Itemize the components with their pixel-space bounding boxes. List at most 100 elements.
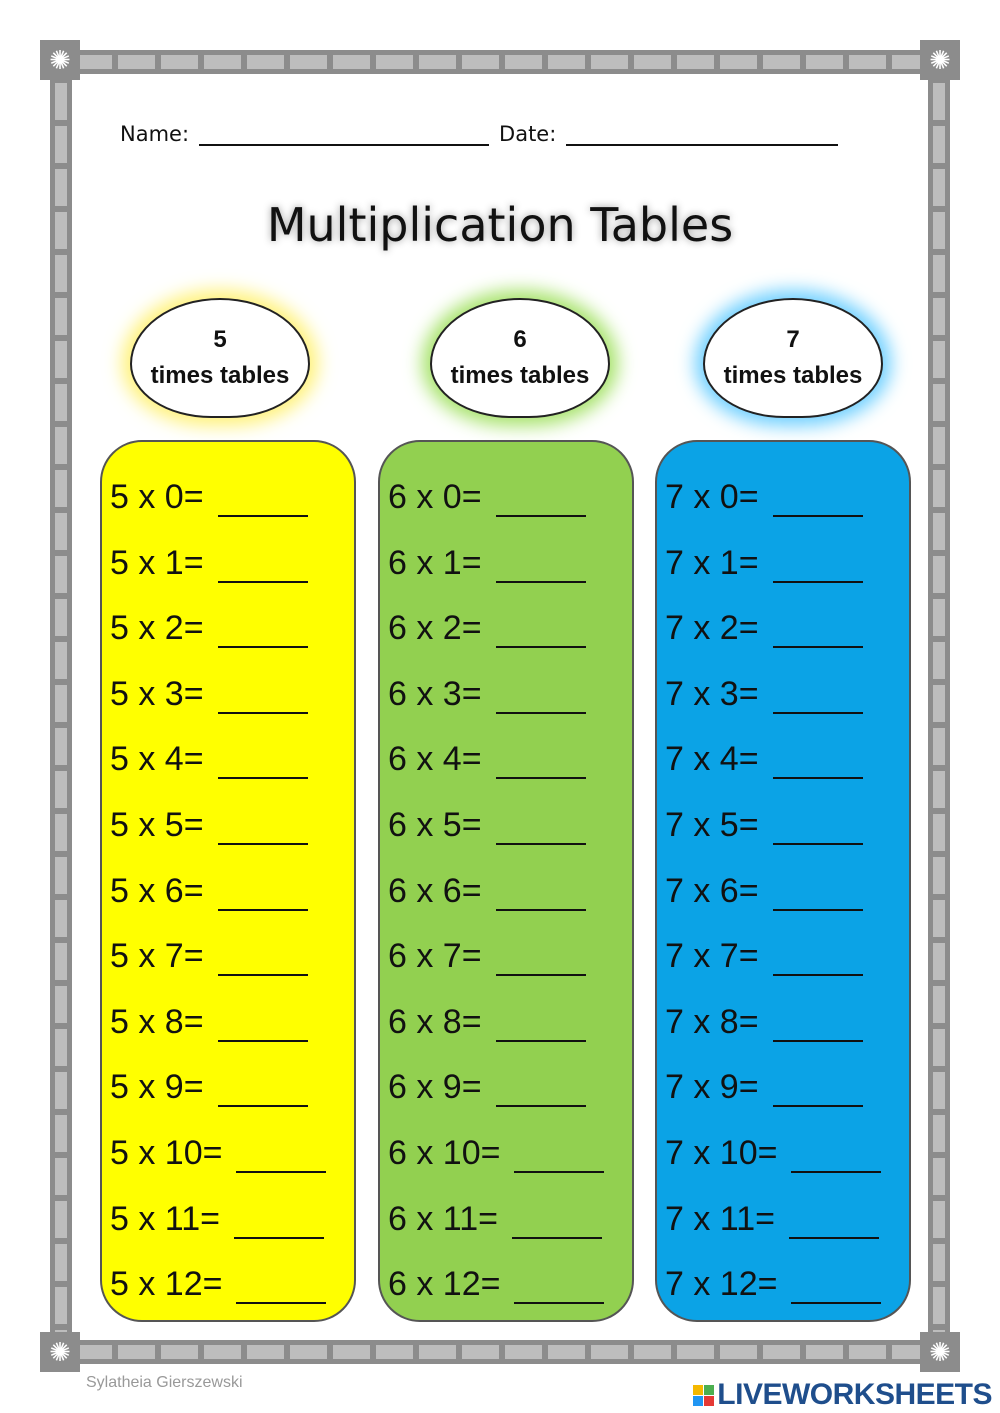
equation-row: 5 x 10= bbox=[110, 1134, 327, 1173]
answer-input[interactable] bbox=[217, 876, 308, 911]
equation-text: 6 x 4= bbox=[388, 740, 482, 779]
equation-text: 7 x 0= bbox=[665, 478, 759, 516]
equation-row: 5 x 9= bbox=[110, 1068, 308, 1108]
answer-input[interactable] bbox=[217, 1007, 308, 1042]
times-table-column-6: 6 x 0= 6 x 1= 6 x 2= 6 x 3= 6 x 4= 6 x 5= 6 x … bbox=[378, 440, 634, 1322]
equation-text: 5 x 9= bbox=[110, 1068, 204, 1107]
answer-input[interactable] bbox=[217, 483, 308, 517]
answer-input[interactable] bbox=[772, 1007, 863, 1042]
equation-row: 6 x 6= bbox=[388, 872, 586, 911]
equation-text: 7 x 5= bbox=[665, 806, 759, 844]
equation-row: 6 x 0= bbox=[388, 478, 586, 517]
table-subtitle: times tables bbox=[450, 362, 590, 389]
equation-row: 6 x 9= bbox=[388, 1068, 586, 1108]
frame-left bbox=[50, 80, 72, 1333]
equation-text: 7 x 8= bbox=[665, 1002, 759, 1041]
answer-input[interactable] bbox=[772, 811, 863, 845]
answer-input[interactable] bbox=[511, 1204, 602, 1239]
table-number: 5 bbox=[213, 326, 227, 353]
answer-input[interactable] bbox=[495, 811, 586, 845]
answer-input[interactable] bbox=[236, 1139, 327, 1173]
equation-text: 7 x 12= bbox=[665, 1265, 778, 1304]
equation-text: 6 x 1= bbox=[388, 543, 482, 582]
equation-row: 6 x 7= bbox=[388, 937, 586, 977]
answer-input[interactable] bbox=[772, 614, 863, 649]
answer-input[interactable] bbox=[217, 1073, 308, 1108]
equation-text: 5 x 4= bbox=[110, 740, 204, 779]
equation-row: 6 x 8= bbox=[388, 1003, 586, 1042]
answer-input[interactable] bbox=[495, 942, 586, 977]
answer-input[interactable] bbox=[495, 1007, 586, 1042]
answer-input[interactable] bbox=[772, 1073, 863, 1108]
equation-row: 7 x 12= bbox=[665, 1265, 882, 1305]
cloud-label-6: 6 times tables bbox=[430, 298, 610, 418]
answer-input[interactable] bbox=[495, 876, 586, 911]
answer-input[interactable] bbox=[772, 745, 863, 780]
equation-row: 5 x 8= bbox=[110, 1003, 308, 1042]
author-credit: Sylatheia Gierszewski bbox=[86, 1374, 243, 1391]
equation-row: 7 x 3= bbox=[665, 675, 863, 714]
equation-text: 5 x 2= bbox=[110, 609, 204, 648]
equation-row: 6 x 5= bbox=[388, 806, 586, 845]
answer-input[interactable] bbox=[495, 679, 586, 714]
equation-text: 6 x 12= bbox=[388, 1265, 501, 1304]
answer-input[interactable] bbox=[495, 548, 586, 583]
answer-input[interactable] bbox=[791, 1139, 882, 1173]
cloud-label-5: 5 times tables bbox=[130, 298, 310, 418]
answer-input[interactable] bbox=[772, 679, 863, 714]
logo-icon bbox=[693, 1384, 715, 1406]
answer-input[interactable] bbox=[514, 1270, 605, 1305]
equation-row: 7 x 1= bbox=[665, 544, 863, 583]
equation-row: 7 x 5= bbox=[665, 806, 863, 845]
liveworksheets-logo: LIVEWORKSHEETS bbox=[693, 1378, 992, 1412]
equation-text: 7 x 1= bbox=[665, 543, 759, 582]
equation-text: 6 x 10= bbox=[388, 1134, 501, 1172]
table-subtitle: times tables bbox=[723, 362, 863, 389]
equation-row: 7 x 8= bbox=[665, 1003, 863, 1042]
page-title: Multiplication Tables bbox=[266, 198, 734, 252]
answer-input[interactable] bbox=[236, 1270, 327, 1305]
answer-input[interactable] bbox=[772, 548, 863, 583]
answer-input[interactable] bbox=[514, 1139, 605, 1173]
answer-input[interactable] bbox=[217, 942, 308, 977]
answer-input[interactable] bbox=[217, 548, 308, 583]
equation-text: 7 x 2= bbox=[665, 609, 759, 648]
equation-text: 5 x 10= bbox=[110, 1134, 223, 1172]
date-field[interactable] bbox=[566, 124, 839, 146]
equation-text: 7 x 7= bbox=[665, 937, 759, 976]
equation-text: 5 x 11= bbox=[110, 1199, 220, 1238]
answer-input[interactable] bbox=[217, 811, 308, 845]
equation-text: 7 x 10= bbox=[665, 1134, 778, 1172]
equation-row: 5 x 6= bbox=[110, 872, 308, 911]
equation-row: 5 x 3= bbox=[110, 675, 308, 714]
answer-input[interactable] bbox=[217, 745, 308, 780]
corner-ornament-icon: ✺ bbox=[40, 40, 80, 80]
equation-text: 6 x 7= bbox=[388, 937, 482, 976]
answer-input[interactable] bbox=[788, 1204, 879, 1239]
table-number: 7 bbox=[786, 326, 800, 353]
equation-text: 6 x 11= bbox=[388, 1199, 498, 1238]
equation-row: 5 x 5= bbox=[110, 806, 308, 845]
equation-row: 7 x 10= bbox=[665, 1134, 882, 1173]
table-subtitle: times tables bbox=[150, 362, 290, 389]
answer-input[interactable] bbox=[217, 679, 308, 714]
answer-input[interactable] bbox=[791, 1270, 882, 1305]
answer-input[interactable] bbox=[495, 745, 586, 780]
equation-row: 5 x 4= bbox=[110, 740, 308, 780]
answer-input[interactable] bbox=[217, 614, 308, 649]
equation-row: 5 x 1= bbox=[110, 544, 308, 583]
date-label: Date: bbox=[499, 122, 557, 146]
times-table-column-7: 7 x 0= 7 x 1= 7 x 2= 7 x 3= 7 x 4= 7 x 5= 7 x … bbox=[655, 440, 911, 1322]
answer-input[interactable] bbox=[772, 942, 863, 977]
answer-input[interactable] bbox=[495, 483, 586, 517]
equation-text: 5 x 6= bbox=[110, 871, 204, 910]
frame-top bbox=[72, 50, 928, 74]
answer-input[interactable] bbox=[772, 876, 863, 911]
answer-input[interactable] bbox=[772, 483, 863, 517]
answer-input[interactable] bbox=[495, 1073, 586, 1108]
answer-input[interactable] bbox=[233, 1204, 324, 1239]
table-number: 6 bbox=[513, 326, 527, 353]
name-field[interactable] bbox=[199, 124, 490, 146]
equation-row: 5 x 7= bbox=[110, 937, 308, 977]
answer-input[interactable] bbox=[495, 614, 586, 649]
